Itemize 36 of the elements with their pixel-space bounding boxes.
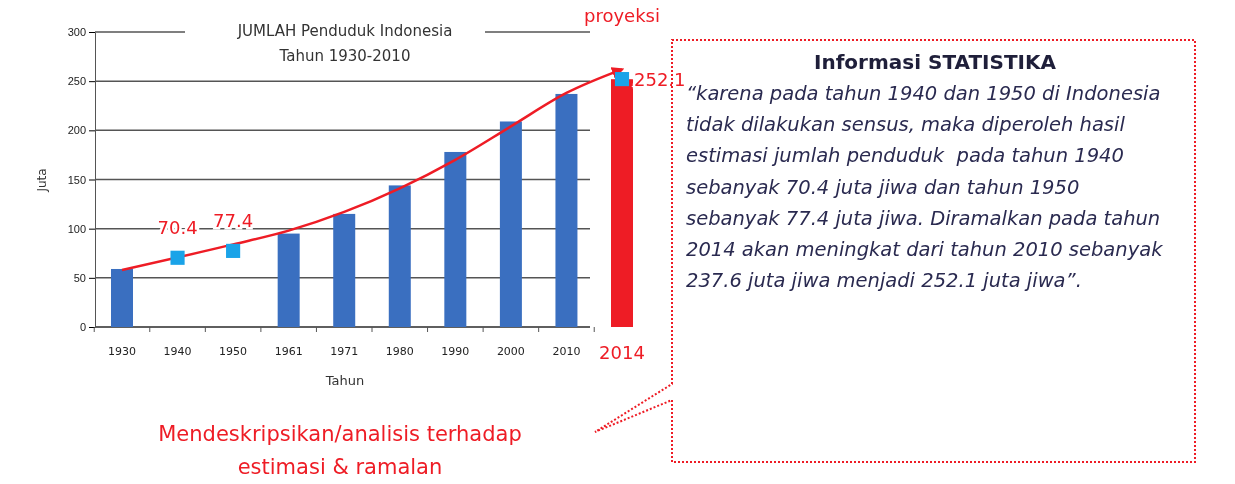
y-tick-label: 300 [67, 26, 86, 39]
bar [499, 121, 522, 327]
x-axis-title: Tahun [324, 373, 365, 388]
x-tick-label: 1980 [385, 345, 414, 358]
x-tick-label: 1971 [330, 345, 359, 358]
y-tick-label: 150 [67, 173, 86, 186]
chart-title: JUMLAH Penduduk Indonesia Tahun 1930-2010 [236, 22, 453, 65]
y-axis-title: Juta [35, 168, 49, 193]
point [614, 72, 630, 87]
x-tick-label: 2010 [552, 345, 581, 358]
text: “karena pada tahun 1940 dan 1950 di Indonesia tidak dilakukan sensus, maka diperoleh hasil estimasi jumlah penduduk pada tahun 1940 sebanyak 70.4 juta jiwa dan tahun 1950 sebanyak 77.4 juta jiwa. Diramalkan pada tahun 2014 akan meningkat dari tahun 2010 sebanyak 237.6 juta jiwa menjadi 252.1 juta jiwa”. [686, 81, 1164, 295]
y-tick-label: 200 [67, 124, 86, 137]
bar [555, 93, 578, 327]
x-tick-label: 1961 [274, 345, 303, 358]
text: Informasi STATISTIKA [813, 50, 1057, 74]
x-tick-label: 2000 [496, 345, 525, 358]
y-tick-label: 0 [79, 321, 86, 334]
point [226, 243, 241, 258]
bar [388, 185, 411, 327]
data-label: 252.1 [634, 69, 686, 91]
data-label: 77.4 [213, 209, 254, 231]
x-tick-label: 2014 [599, 342, 645, 363]
x-tick-label: 1940 [163, 345, 192, 358]
point [170, 250, 185, 265]
y-tick-label: 50 [73, 271, 86, 284]
bar [333, 213, 356, 327]
y-tick-label: 100 [67, 222, 86, 235]
text: proyeksi [584, 5, 660, 26]
bar [277, 233, 300, 327]
x-tick-label: 1930 [108, 345, 136, 358]
y-tick-label: 250 [67, 75, 86, 88]
x-tick-label: 1990 [441, 345, 470, 358]
x-tick-label: 1950 [219, 345, 248, 358]
text: Mendeskripsikan/analisis terhadap estimasi & ramalan [158, 422, 522, 479]
bar [111, 268, 133, 327]
bar [444, 151, 467, 327]
